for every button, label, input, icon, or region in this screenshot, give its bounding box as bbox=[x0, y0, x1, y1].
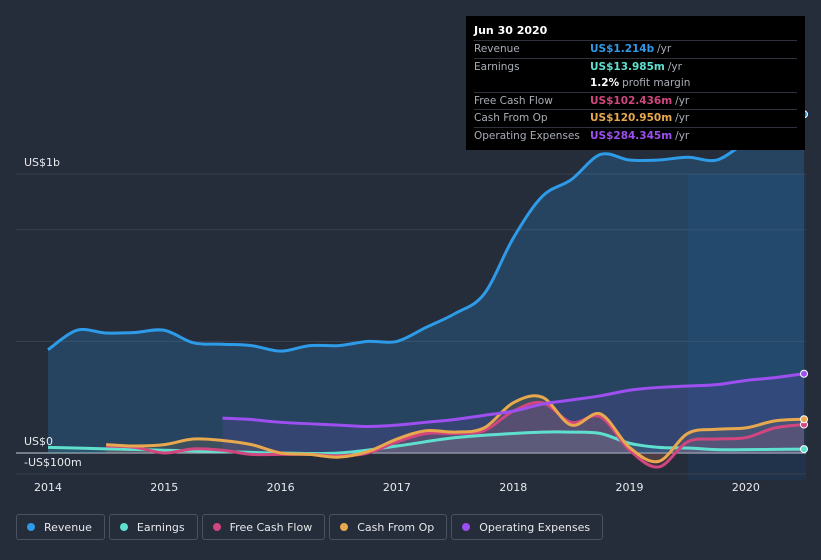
legend-dot-icon bbox=[212, 523, 221, 531]
gridlines bbox=[16, 173, 806, 475]
legend-dot-icon bbox=[462, 523, 471, 531]
legend-label: Cash From Op bbox=[357, 520, 435, 534]
tooltip-row-unit: /yr bbox=[675, 112, 690, 124]
x-tick-label: 2014 bbox=[34, 481, 62, 494]
legend-item-revenue[interactable]: Revenue bbox=[16, 514, 105, 540]
tooltip-row-label: Earnings bbox=[474, 60, 520, 73]
series-lines bbox=[47, 113, 805, 469]
tooltip-row-label: Operating Expenses bbox=[474, 129, 580, 142]
tooltip-row-label bbox=[474, 75, 590, 92]
tooltip-row-unit: /yr bbox=[675, 94, 690, 107]
tooltip-row-value: US$102.436m bbox=[590, 94, 673, 107]
cash-from-op-area bbox=[106, 395, 804, 462]
operating-expenses-line bbox=[222, 372, 805, 428]
series-areas bbox=[48, 114, 804, 468]
x-tick-label: 2016 bbox=[267, 481, 295, 494]
operating-expenses-endpoint bbox=[800, 369, 808, 378]
tooltip-row-label: Cash From Op bbox=[474, 112, 548, 124]
tooltip-row-label: Free Cash Flow bbox=[474, 94, 553, 107]
cash-from-op-line bbox=[106, 394, 805, 464]
tooltip-row: 1.2% profit margin bbox=[474, 75, 797, 92]
legend: Revenue Earnings Free Cash Flow Cash From O… bbox=[16, 514, 604, 542]
legend-label: Operating Expenses bbox=[479, 520, 591, 534]
earnings-endpoint bbox=[800, 445, 808, 454]
legend-dot-icon bbox=[27, 523, 35, 531]
tooltip-row-unit: profit margin bbox=[622, 77, 691, 89]
y-label-zero: US$0 bbox=[24, 435, 53, 448]
revenue-area bbox=[48, 114, 804, 453]
legend-label: Earnings bbox=[136, 520, 185, 534]
x-axis-ticks: 2014 2015 2016 2017 2018 2019 2020 bbox=[34, 481, 760, 494]
tooltip-row-value: US$284.345m bbox=[590, 129, 673, 142]
x-tick-label: 2020 bbox=[732, 481, 760, 494]
tooltip-panel: Jun 30 2020 Revenue US$1.214b/yr Earnings U… bbox=[466, 16, 805, 150]
revenue-line bbox=[47, 113, 805, 353]
tooltip-row-unit: /yr bbox=[675, 129, 690, 142]
legend-item-cash-from-op[interactable]: Cash From Op bbox=[329, 514, 448, 540]
legend-label: Free Cash Flow bbox=[229, 520, 313, 534]
x-tick-label: 2017 bbox=[383, 481, 411, 494]
tooltip-row-unit: /yr bbox=[657, 43, 672, 55]
tooltip-row: Earnings US$13.985m/yr bbox=[474, 57, 797, 76]
legend-item-free-cash-flow[interactable]: Free Cash Flow bbox=[201, 514, 326, 540]
legend-dot-icon bbox=[119, 523, 128, 531]
x-tick-label: 2018 bbox=[499, 481, 527, 494]
cash-from-op-endpoint bbox=[800, 415, 808, 424]
legend-item-earnings[interactable]: Earnings bbox=[108, 514, 198, 540]
legend-label: Revenue bbox=[44, 520, 92, 534]
tooltip-row: Revenue US$1.214b/yr bbox=[474, 40, 797, 58]
x-tick-label: 2019 bbox=[616, 481, 644, 494]
tooltip-row-value: 1.2% bbox=[590, 77, 620, 89]
y-label-bottom: -US$100m bbox=[24, 456, 82, 469]
x-tick-label: 2015 bbox=[150, 481, 178, 494]
operating-expenses-area bbox=[222, 373, 804, 453]
tooltip-row-value: US$1.214b bbox=[590, 43, 655, 55]
tooltip-row: Free Cash Flow US$102.436m/yr bbox=[474, 91, 797, 110]
tooltip-row-unit: /yr bbox=[667, 60, 682, 73]
tooltip-date: Jun 30 2020 bbox=[474, 24, 548, 37]
legend-item-operating-expenses[interactable]: Operating Expenses bbox=[451, 514, 604, 540]
tooltip-row: Operating Expenses US$284.345m/yr bbox=[474, 126, 797, 145]
legend-dot-icon bbox=[340, 523, 349, 531]
tooltip-row: Cash From Op US$120.950m/yr bbox=[474, 109, 797, 127]
tooltip-row-label: Revenue bbox=[474, 43, 520, 55]
y-label-top: US$1b bbox=[24, 156, 60, 169]
tooltip-row-value: US$13.985m bbox=[590, 60, 665, 73]
tooltip-row-value: US$120.950m bbox=[590, 112, 673, 124]
